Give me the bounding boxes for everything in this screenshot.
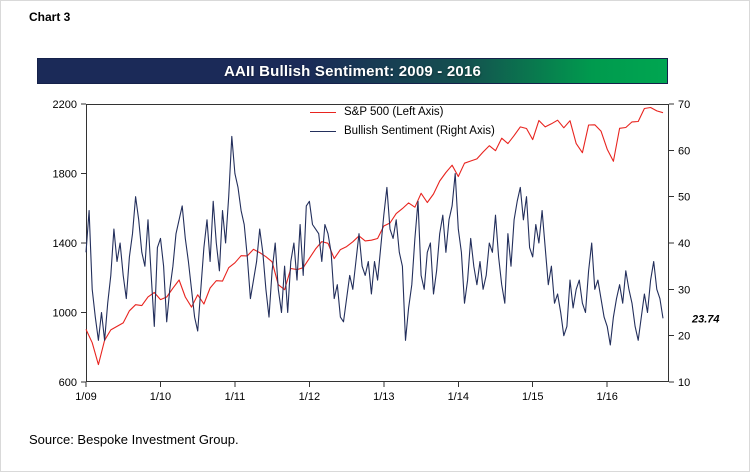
sentiment-line-swatch — [310, 130, 336, 132]
right-tick-label: 20 — [678, 331, 690, 343]
left-tick-label: 600 — [59, 377, 77, 389]
last-value-annotation: 23.74 — [691, 313, 720, 325]
right-tick-label: 60 — [678, 145, 690, 157]
sp500-line-swatch — [310, 111, 336, 113]
x-tick-label: 1/13 — [373, 391, 394, 403]
right-tick-label: 70 — [678, 99, 690, 111]
chart-title: AAII Bullish Sentiment: 2009 - 2016 — [223, 62, 482, 80]
plot-svg: 600 1000 1400 1800 2200 10 20 30 40 50 60 70 1/09 1/1… — [53, 99, 720, 403]
legend-label-sp500: S&P 500 (Left Axis) — [344, 106, 444, 118]
source-attribution: Source: Bespoke Investment Group. — [29, 432, 239, 447]
legend-item-sentiment: Bullish Sentiment (Right Axis) — [310, 125, 495, 137]
sp500-line — [85, 106, 664, 366]
x-tick-label: 1/12 — [299, 391, 320, 403]
x-tick-label: 1/11 — [225, 391, 246, 403]
plot-area: 600 1000 1400 1800 2200 10 20 30 40 50 60 70 1/09 1/1… — [53, 99, 720, 403]
x-tick-label: 1/15 — [522, 391, 543, 403]
right-tick-label: 50 — [678, 192, 690, 204]
legend: S&P 500 (Left Axis) Bullish Sentiment (R… — [310, 106, 495, 137]
x-tick-label: 1/16 — [596, 391, 617, 403]
x-tick-label: 1/10 — [150, 391, 171, 403]
x-tick-label: 1/14 — [448, 391, 469, 403]
chart-number-label: Chart 3 — [29, 10, 71, 24]
left-tick-label: 1400 — [53, 238, 77, 250]
legend-label-sentiment: Bullish Sentiment (Right Axis) — [344, 125, 495, 137]
right-tick-label: 10 — [678, 377, 690, 389]
x-tick-label: 1/09 — [75, 391, 96, 403]
chart-title-bar: AAII Bullish Sentiment: 2009 - 2016 — [37, 58, 668, 84]
left-tick-label: 2200 — [53, 99, 77, 111]
left-tick-label: 1800 — [53, 169, 77, 181]
left-tick-label: 1000 — [53, 308, 77, 320]
legend-item-sp500: S&P 500 (Left Axis) — [310, 106, 495, 118]
right-tick-label: 30 — [678, 284, 690, 296]
plot-frame — [86, 104, 669, 382]
right-tick-label: 40 — [678, 238, 690, 250]
sentiment-line — [85, 135, 664, 346]
